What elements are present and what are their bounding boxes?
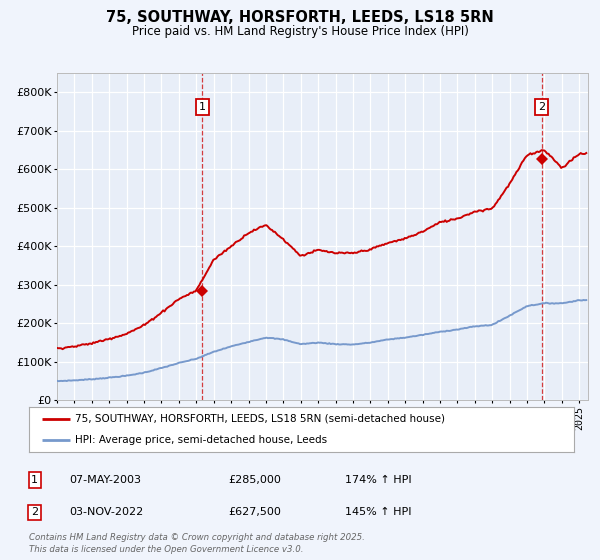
Text: 2: 2: [31, 507, 38, 517]
Text: 1: 1: [199, 102, 206, 112]
Text: 1: 1: [31, 475, 38, 485]
Text: HPI: Average price, semi-detached house, Leeds: HPI: Average price, semi-detached house,…: [75, 435, 327, 445]
Text: 75, SOUTHWAY, HORSFORTH, LEEDS, LS18 5RN: 75, SOUTHWAY, HORSFORTH, LEEDS, LS18 5RN: [106, 10, 494, 25]
Text: £627,500: £627,500: [228, 507, 281, 517]
Text: This data is licensed under the Open Government Licence v3.0.: This data is licensed under the Open Gov…: [29, 545, 304, 554]
Text: £285,000: £285,000: [228, 475, 281, 485]
Text: 75, SOUTHWAY, HORSFORTH, LEEDS, LS18 5RN (semi-detached house): 75, SOUTHWAY, HORSFORTH, LEEDS, LS18 5RN…: [75, 414, 445, 424]
Text: 03-NOV-2022: 03-NOV-2022: [69, 507, 143, 517]
Text: 174% ↑ HPI: 174% ↑ HPI: [345, 475, 412, 485]
Text: Price paid vs. HM Land Registry's House Price Index (HPI): Price paid vs. HM Land Registry's House …: [131, 25, 469, 38]
Text: Contains HM Land Registry data © Crown copyright and database right 2025.: Contains HM Land Registry data © Crown c…: [29, 533, 365, 542]
Text: 07-MAY-2003: 07-MAY-2003: [69, 475, 141, 485]
Text: 2: 2: [538, 102, 545, 112]
Text: 145% ↑ HPI: 145% ↑ HPI: [345, 507, 412, 517]
